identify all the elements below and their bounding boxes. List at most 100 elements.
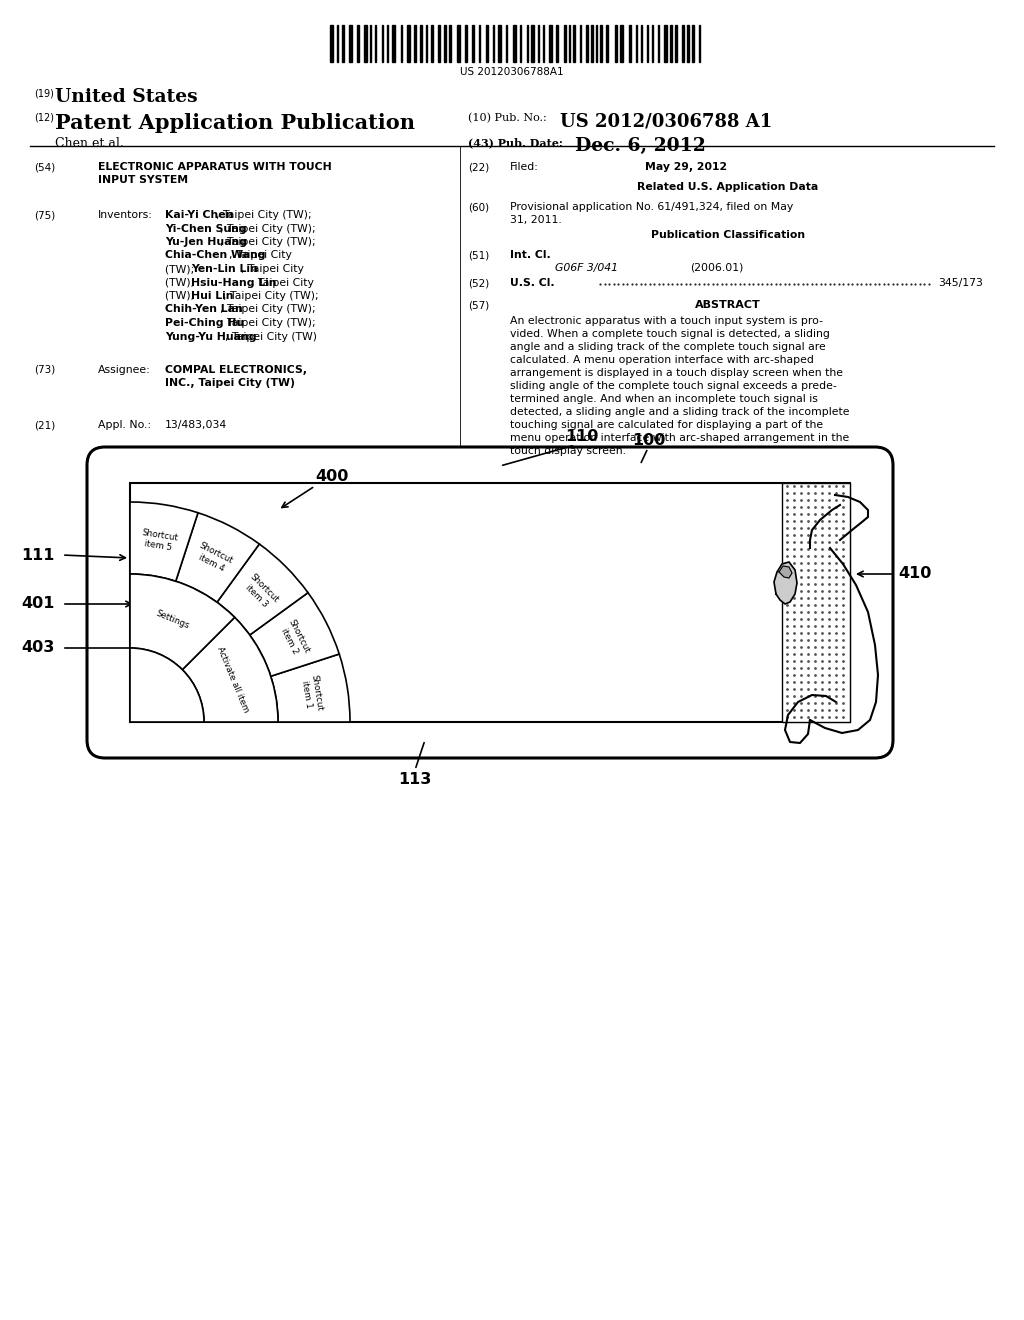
Text: Assignee:: Assignee: <box>98 366 151 375</box>
Text: 345/173: 345/173 <box>938 279 983 288</box>
Text: , Taipei City (TW);: , Taipei City (TW); <box>220 318 315 327</box>
Text: Shortcut
item 1: Shortcut item 1 <box>299 673 325 713</box>
Bar <box>449 25 451 62</box>
Text: , Taipei City: , Taipei City <box>242 264 304 275</box>
Bar <box>606 25 608 62</box>
Wedge shape <box>217 544 308 635</box>
Text: (2006.01): (2006.01) <box>690 263 743 273</box>
Text: Pei-Ching Hu: Pei-Ching Hu <box>165 318 244 327</box>
Bar <box>564 25 566 62</box>
Text: (54): (54) <box>34 162 55 172</box>
Wedge shape <box>182 618 278 722</box>
Bar <box>675 25 677 62</box>
Text: Hsiu-Hang Lin: Hsiu-Hang Lin <box>190 277 276 288</box>
Text: (10) Pub. No.:: (10) Pub. No.: <box>468 114 547 123</box>
Text: (22): (22) <box>468 162 489 172</box>
Text: (52): (52) <box>468 279 489 288</box>
Text: touch display screen.: touch display screen. <box>510 446 626 455</box>
Bar <box>556 25 558 62</box>
Text: Int. Cl.: Int. Cl. <box>510 249 551 260</box>
Bar <box>392 25 395 62</box>
Text: , Taipei City: , Taipei City <box>229 251 292 260</box>
Text: , Taipei City (TW);: , Taipei City (TW); <box>216 210 311 220</box>
Bar <box>457 25 460 62</box>
Bar <box>431 25 433 62</box>
Text: , Taipei City (TW);: , Taipei City (TW); <box>220 238 315 247</box>
Bar <box>531 25 534 62</box>
Bar <box>687 25 689 62</box>
Text: menu operation interface with arc-shaped arrangement in the: menu operation interface with arc-shaped… <box>510 433 849 444</box>
Text: An electronic apparatus with a touch input system is pro-: An electronic apparatus with a touch inp… <box>510 315 823 326</box>
Bar <box>357 25 359 62</box>
Text: Yi-Chen Sung: Yi-Chen Sung <box>165 223 247 234</box>
Text: G06F 3/041: G06F 3/041 <box>555 263 618 273</box>
Text: (TW);: (TW); <box>165 277 198 288</box>
Text: US 2012/0306788 A1: US 2012/0306788 A1 <box>560 114 772 131</box>
Bar <box>438 25 440 62</box>
Text: 13/483,034: 13/483,034 <box>165 420 227 430</box>
Wedge shape <box>130 574 234 669</box>
Text: , Taipei City (TW);: , Taipei City (TW); <box>220 305 315 314</box>
Text: , Taipei City (TW);: , Taipei City (TW); <box>220 223 315 234</box>
Bar <box>130 483 850 722</box>
Bar <box>444 25 446 62</box>
Text: , Taipei City: , Taipei City <box>251 277 313 288</box>
Bar <box>330 25 333 62</box>
Text: (51): (51) <box>468 249 489 260</box>
Text: Publication Classification: Publication Classification <box>651 230 805 240</box>
Text: (TW);: (TW); <box>165 290 198 301</box>
Text: 31, 2011.: 31, 2011. <box>510 215 562 224</box>
Text: 113: 113 <box>398 772 431 787</box>
Bar <box>682 25 684 62</box>
Bar <box>472 25 474 62</box>
Wedge shape <box>176 512 259 602</box>
Text: Yu-Jen Huang: Yu-Jen Huang <box>165 238 247 247</box>
Text: Yen-Lin Lin: Yen-Lin Lin <box>190 264 258 275</box>
Text: COMPAL ELECTRONICS,: COMPAL ELECTRONICS, <box>165 366 307 375</box>
Bar <box>486 25 488 62</box>
Wedge shape <box>130 502 198 581</box>
Text: arrangement is displayed in a touch display screen when the: arrangement is displayed in a touch disp… <box>510 368 843 378</box>
Text: Provisional application No. 61/491,324, filed on May: Provisional application No. 61/491,324, … <box>510 202 794 213</box>
Text: United States: United States <box>55 88 198 106</box>
Text: 410: 410 <box>898 566 932 582</box>
Wedge shape <box>270 653 350 722</box>
Bar <box>782 483 850 722</box>
Bar <box>591 25 593 62</box>
Bar <box>629 25 631 62</box>
Bar <box>420 25 422 62</box>
Text: angle and a sliding track of the complete touch signal are: angle and a sliding track of the complet… <box>510 342 825 352</box>
Text: Shortcut
item 4: Shortcut item 4 <box>193 541 234 576</box>
Text: May 29, 2012: May 29, 2012 <box>645 162 727 172</box>
Text: Related U.S. Application Data: Related U.S. Application Data <box>637 182 818 191</box>
Text: , Taipei City (TW): , Taipei City (TW) <box>225 331 316 342</box>
Wedge shape <box>130 648 204 722</box>
Bar <box>342 25 344 62</box>
Text: Shortcut
item 5: Shortcut item 5 <box>139 528 178 553</box>
Text: INPUT SYSTEM: INPUT SYSTEM <box>98 176 188 185</box>
Text: 401: 401 <box>22 597 55 611</box>
Bar <box>414 25 416 62</box>
Text: (TW);: (TW); <box>165 264 198 275</box>
Text: INC., Taipei City (TW): INC., Taipei City (TW) <box>165 378 295 388</box>
Text: Kai-Yi Chen: Kai-Yi Chen <box>165 210 233 220</box>
Wedge shape <box>250 593 339 676</box>
Bar <box>513 25 516 62</box>
Text: Patent Application Publication: Patent Application Publication <box>55 114 415 133</box>
Text: Shortcut
item 2: Shortcut item 2 <box>276 618 311 659</box>
Text: (19): (19) <box>34 88 54 98</box>
Bar <box>620 25 623 62</box>
Text: detected, a sliding angle and a sliding track of the incomplete: detected, a sliding angle and a sliding … <box>510 407 850 417</box>
Text: Shortcut
item 3: Shortcut item 3 <box>241 572 280 611</box>
Text: (21): (21) <box>34 420 55 430</box>
Text: Chih-Yen Lan: Chih-Yen Lan <box>165 305 243 314</box>
Text: ELECTRONIC APPARATUS WITH TOUCH: ELECTRONIC APPARATUS WITH TOUCH <box>98 162 332 172</box>
Text: (43) Pub. Date:: (43) Pub. Date: <box>468 137 563 148</box>
Text: Settings: Settings <box>155 609 190 631</box>
Text: , Taipei City (TW);: , Taipei City (TW); <box>223 290 318 301</box>
Text: Yung-Yu Huang: Yung-Yu Huang <box>165 331 256 342</box>
FancyBboxPatch shape <box>87 447 893 758</box>
Polygon shape <box>774 562 797 605</box>
Text: sliding angle of the complete touch signal exceeds a prede-: sliding angle of the complete touch sign… <box>510 381 837 391</box>
Text: touching signal are calculated for displaying a part of the: touching signal are calculated for displ… <box>510 420 823 430</box>
